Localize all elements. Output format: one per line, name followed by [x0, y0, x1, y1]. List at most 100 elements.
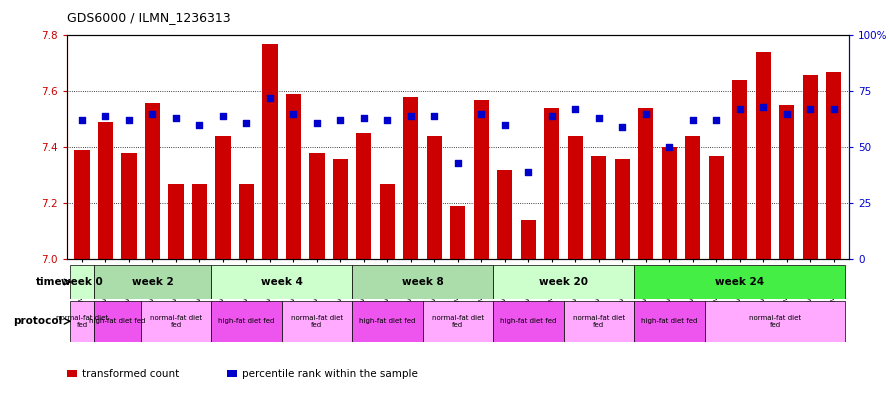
Bar	[661, 147, 677, 259]
Bar	[140, 301, 212, 342]
Point	[592, 115, 606, 121]
Text: normal-fat diet
fed: normal-fat diet fed	[573, 315, 625, 328]
Text: week 2: week 2	[132, 277, 173, 287]
Bar	[239, 184, 254, 259]
Text: normal-fat diet
fed: normal-fat diet fed	[432, 315, 484, 328]
Bar	[404, 97, 419, 259]
Text: protocol: protocol	[13, 316, 62, 326]
Bar	[192, 184, 207, 259]
Point	[333, 118, 348, 124]
Bar	[70, 301, 93, 342]
Point	[122, 118, 136, 124]
Bar	[356, 133, 372, 259]
Text: week 8: week 8	[402, 277, 444, 287]
Bar	[474, 100, 489, 259]
Point	[545, 113, 559, 119]
Point	[827, 106, 841, 112]
Bar	[733, 80, 748, 259]
Bar	[544, 108, 559, 259]
Bar	[704, 301, 845, 342]
Point	[75, 118, 89, 124]
Point	[638, 110, 653, 117]
Bar	[564, 301, 634, 342]
Bar	[332, 158, 348, 259]
Bar	[168, 184, 183, 259]
Point	[192, 122, 206, 128]
Text: high-fat diet fed: high-fat diet fed	[359, 318, 415, 324]
Point	[239, 119, 253, 126]
Text: week 20: week 20	[539, 277, 588, 287]
Text: normal-fat diet
fed: normal-fat diet fed	[749, 315, 801, 328]
Bar	[93, 265, 212, 299]
Point	[263, 95, 277, 101]
Bar	[709, 156, 724, 259]
Text: time: time	[36, 277, 62, 287]
Bar	[75, 150, 90, 259]
Bar	[427, 136, 442, 259]
Point	[428, 113, 442, 119]
Text: transformed count: transformed count	[82, 369, 179, 378]
Point	[169, 115, 183, 121]
Text: percentile rank within the sample: percentile rank within the sample	[242, 369, 418, 378]
Bar	[779, 105, 795, 259]
Bar	[450, 206, 466, 259]
Bar	[568, 136, 583, 259]
Bar	[803, 75, 818, 259]
Point	[309, 119, 324, 126]
Point	[803, 106, 817, 112]
Point	[568, 106, 582, 112]
Text: normal-fat diet
fed: normal-fat diet fed	[56, 315, 108, 328]
Text: high-fat diet fed: high-fat diet fed	[89, 318, 146, 324]
Text: week 0: week 0	[61, 277, 103, 287]
Point	[451, 160, 465, 166]
Point	[498, 122, 512, 128]
Bar	[493, 265, 634, 299]
Text: normal-fat diet
fed: normal-fat diet fed	[291, 315, 343, 328]
Text: high-fat diet fed: high-fat diet fed	[218, 318, 275, 324]
Bar	[309, 153, 324, 259]
Point	[356, 115, 371, 121]
Point	[521, 169, 535, 175]
Bar	[70, 265, 93, 299]
Bar	[756, 52, 771, 259]
Bar	[212, 301, 282, 342]
Point	[733, 106, 747, 112]
Bar	[352, 265, 493, 299]
Point	[709, 118, 724, 124]
Bar	[497, 170, 512, 259]
Point	[685, 118, 700, 124]
Bar	[212, 265, 352, 299]
Point	[380, 118, 395, 124]
Bar	[215, 136, 230, 259]
Bar	[422, 301, 493, 342]
Text: high-fat diet fed: high-fat diet fed	[501, 318, 557, 324]
Point	[662, 144, 677, 151]
Bar	[521, 220, 536, 259]
Bar	[638, 108, 653, 259]
Bar	[145, 103, 160, 259]
Point	[216, 113, 230, 119]
Bar	[380, 184, 395, 259]
Bar	[591, 156, 606, 259]
Bar	[262, 44, 277, 259]
Bar	[282, 301, 352, 342]
Text: week 24: week 24	[715, 277, 765, 287]
Bar	[685, 136, 701, 259]
Text: week 4: week 4	[260, 277, 302, 287]
Bar	[352, 301, 422, 342]
Bar	[826, 72, 841, 259]
Bar	[634, 265, 845, 299]
Bar	[98, 122, 113, 259]
Point	[99, 113, 113, 119]
Bar	[634, 301, 704, 342]
Text: high-fat diet fed: high-fat diet fed	[641, 318, 698, 324]
Bar	[493, 301, 564, 342]
Bar	[93, 301, 140, 342]
Text: GDS6000 / ILMN_1236313: GDS6000 / ILMN_1236313	[67, 11, 230, 24]
Point	[404, 113, 418, 119]
Point	[615, 124, 629, 130]
Bar	[285, 94, 301, 259]
Point	[145, 110, 159, 117]
Point	[780, 110, 794, 117]
Bar	[614, 158, 630, 259]
